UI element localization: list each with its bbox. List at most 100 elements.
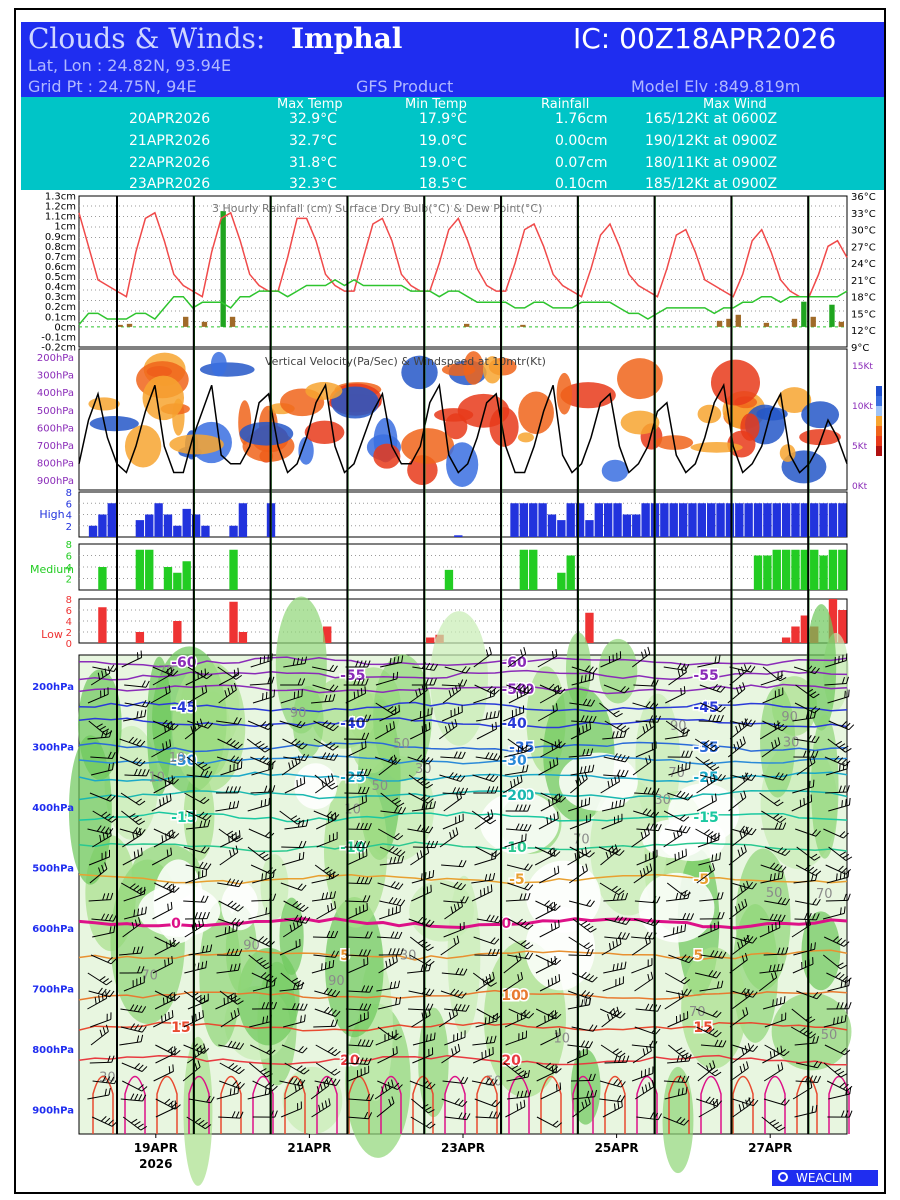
wind-barb-flag [648,935,651,943]
isotherm-label: -45 [693,700,718,716]
wind-barb-flag [645,1003,650,1011]
wind-barb-flag [684,1054,688,1062]
wind-barb-flag [167,723,170,731]
humidity-blob [418,1007,449,1118]
wind-barb-flag [781,914,786,922]
wind-barb-flag [804,912,808,920]
boundary-layer-contour [124,1075,146,1134]
wind-barb-flag [130,1093,135,1101]
isotherm-label: -20 [501,788,527,804]
wind-barb-flag [167,1046,174,1052]
wind-barb-flag [782,822,787,830]
wind-barb-flag [527,685,529,693]
wind-barb-flag [615,730,619,738]
wind-barb-flag [206,911,210,919]
wind-barb-flag [164,1098,171,1105]
rain-axis-tick: 0.2cm [45,302,76,313]
wind-barb-flag [619,799,622,807]
row-rainfall: 1.76cm [555,111,608,127]
wind-barb-flag [418,687,422,696]
wind-barb-flag [334,1050,341,1057]
wind-barb-flag [583,942,590,948]
wind-barb-flag [523,922,530,928]
wind-barb-flag [520,940,527,945]
wind-barb-flag [448,690,452,698]
wind-barb-flag [803,797,805,806]
wind-barb-flag [527,864,533,871]
wind-barb-flag [775,1124,783,1129]
wind-barb-flag [396,1046,398,1054]
wind-barb-flag [139,760,146,767]
wind-barb-flag [107,666,111,674]
wind-barb-flag [261,853,269,859]
wind-barb-flag [780,1062,784,1070]
wind-barb-flag [104,862,108,870]
wind-barb-flag [235,1081,242,1088]
wind-barb [474,954,497,957]
figure-frame [14,8,886,1194]
wind-barb-flag [590,1090,594,1098]
wind-barb-flag [686,913,691,920]
wind-barb-flag [493,1079,498,1086]
wind-barb-flag [611,847,618,853]
cloud-panel-label: Low [41,628,63,641]
cloud-bar [828,599,838,643]
wind-barb-flag [454,1046,457,1054]
wind-barb-flag [520,920,527,926]
wind-barb-flag [167,957,170,965]
wind-barb-flag [581,999,584,1007]
wind-barb-flag [515,823,520,831]
wind-barb-flag [301,884,307,891]
boundary-layer-contour [668,1075,690,1134]
wind-barb-flag [844,1014,847,1022]
wind-barb-flag [424,872,427,880]
wind-barb-flag [580,715,585,722]
wind-barb-flag [291,1002,296,1010]
humidity-label: 10 [553,1032,570,1047]
wind-barb-flag [680,791,686,798]
wind-barb-flag [461,666,467,673]
wind-barb-flag [613,1009,617,1017]
wind-barb-flag [649,702,655,709]
wind-barb-flag [173,778,179,785]
wind-barb-flag [385,960,388,968]
wind-barb-flag [132,826,138,834]
wind-barb-flag [833,1017,835,1025]
wind-barb-flag [303,776,306,784]
wind-barb-flag [142,1094,147,1102]
wind-barb-flag [104,1088,107,1096]
wind-barb-flag [555,1013,562,1020]
wind-barb-flag [644,937,648,945]
wind-barb-flag [716,704,723,711]
wind-barb-flag [771,741,774,749]
wind-barb-flag [330,950,335,958]
wind-barb-flag [616,723,623,729]
wind-barb-flag [588,997,592,1005]
wind-barb-flag [688,1054,692,1062]
date-axis-tick: 27APR [748,1141,792,1155]
wind-barb-flag [708,1028,715,1034]
wind-barb-flag [581,1101,585,1109]
humidity-blob [183,1036,213,1186]
wind-barb-flag [558,739,561,747]
wind-barb-flag [590,748,594,756]
wind-barb-flag [592,672,595,680]
wind-barb-flag [834,1068,842,1073]
wind-barb-flag [146,769,150,777]
wind-barb-flag [716,1099,719,1107]
temp-axis-tick: 12°C [851,326,876,337]
wind-barb-flag [778,723,785,730]
wind-barb-flag [388,958,392,966]
wind-barb-flag [168,831,171,839]
velocity-blob [298,436,314,465]
wind-barb-flag [200,895,205,903]
wind-barb-flag [258,936,265,942]
velocity-blob [401,428,455,464]
wind-barb-flag [367,1057,372,1065]
wind-barb-flag [261,873,264,881]
wind-barb-flag [165,741,168,749]
wind-barb-flag [645,757,649,765]
wind-barb-flag [393,806,399,813]
wind-barb-flag [527,1070,530,1078]
wind-barb-flag [626,1055,630,1063]
